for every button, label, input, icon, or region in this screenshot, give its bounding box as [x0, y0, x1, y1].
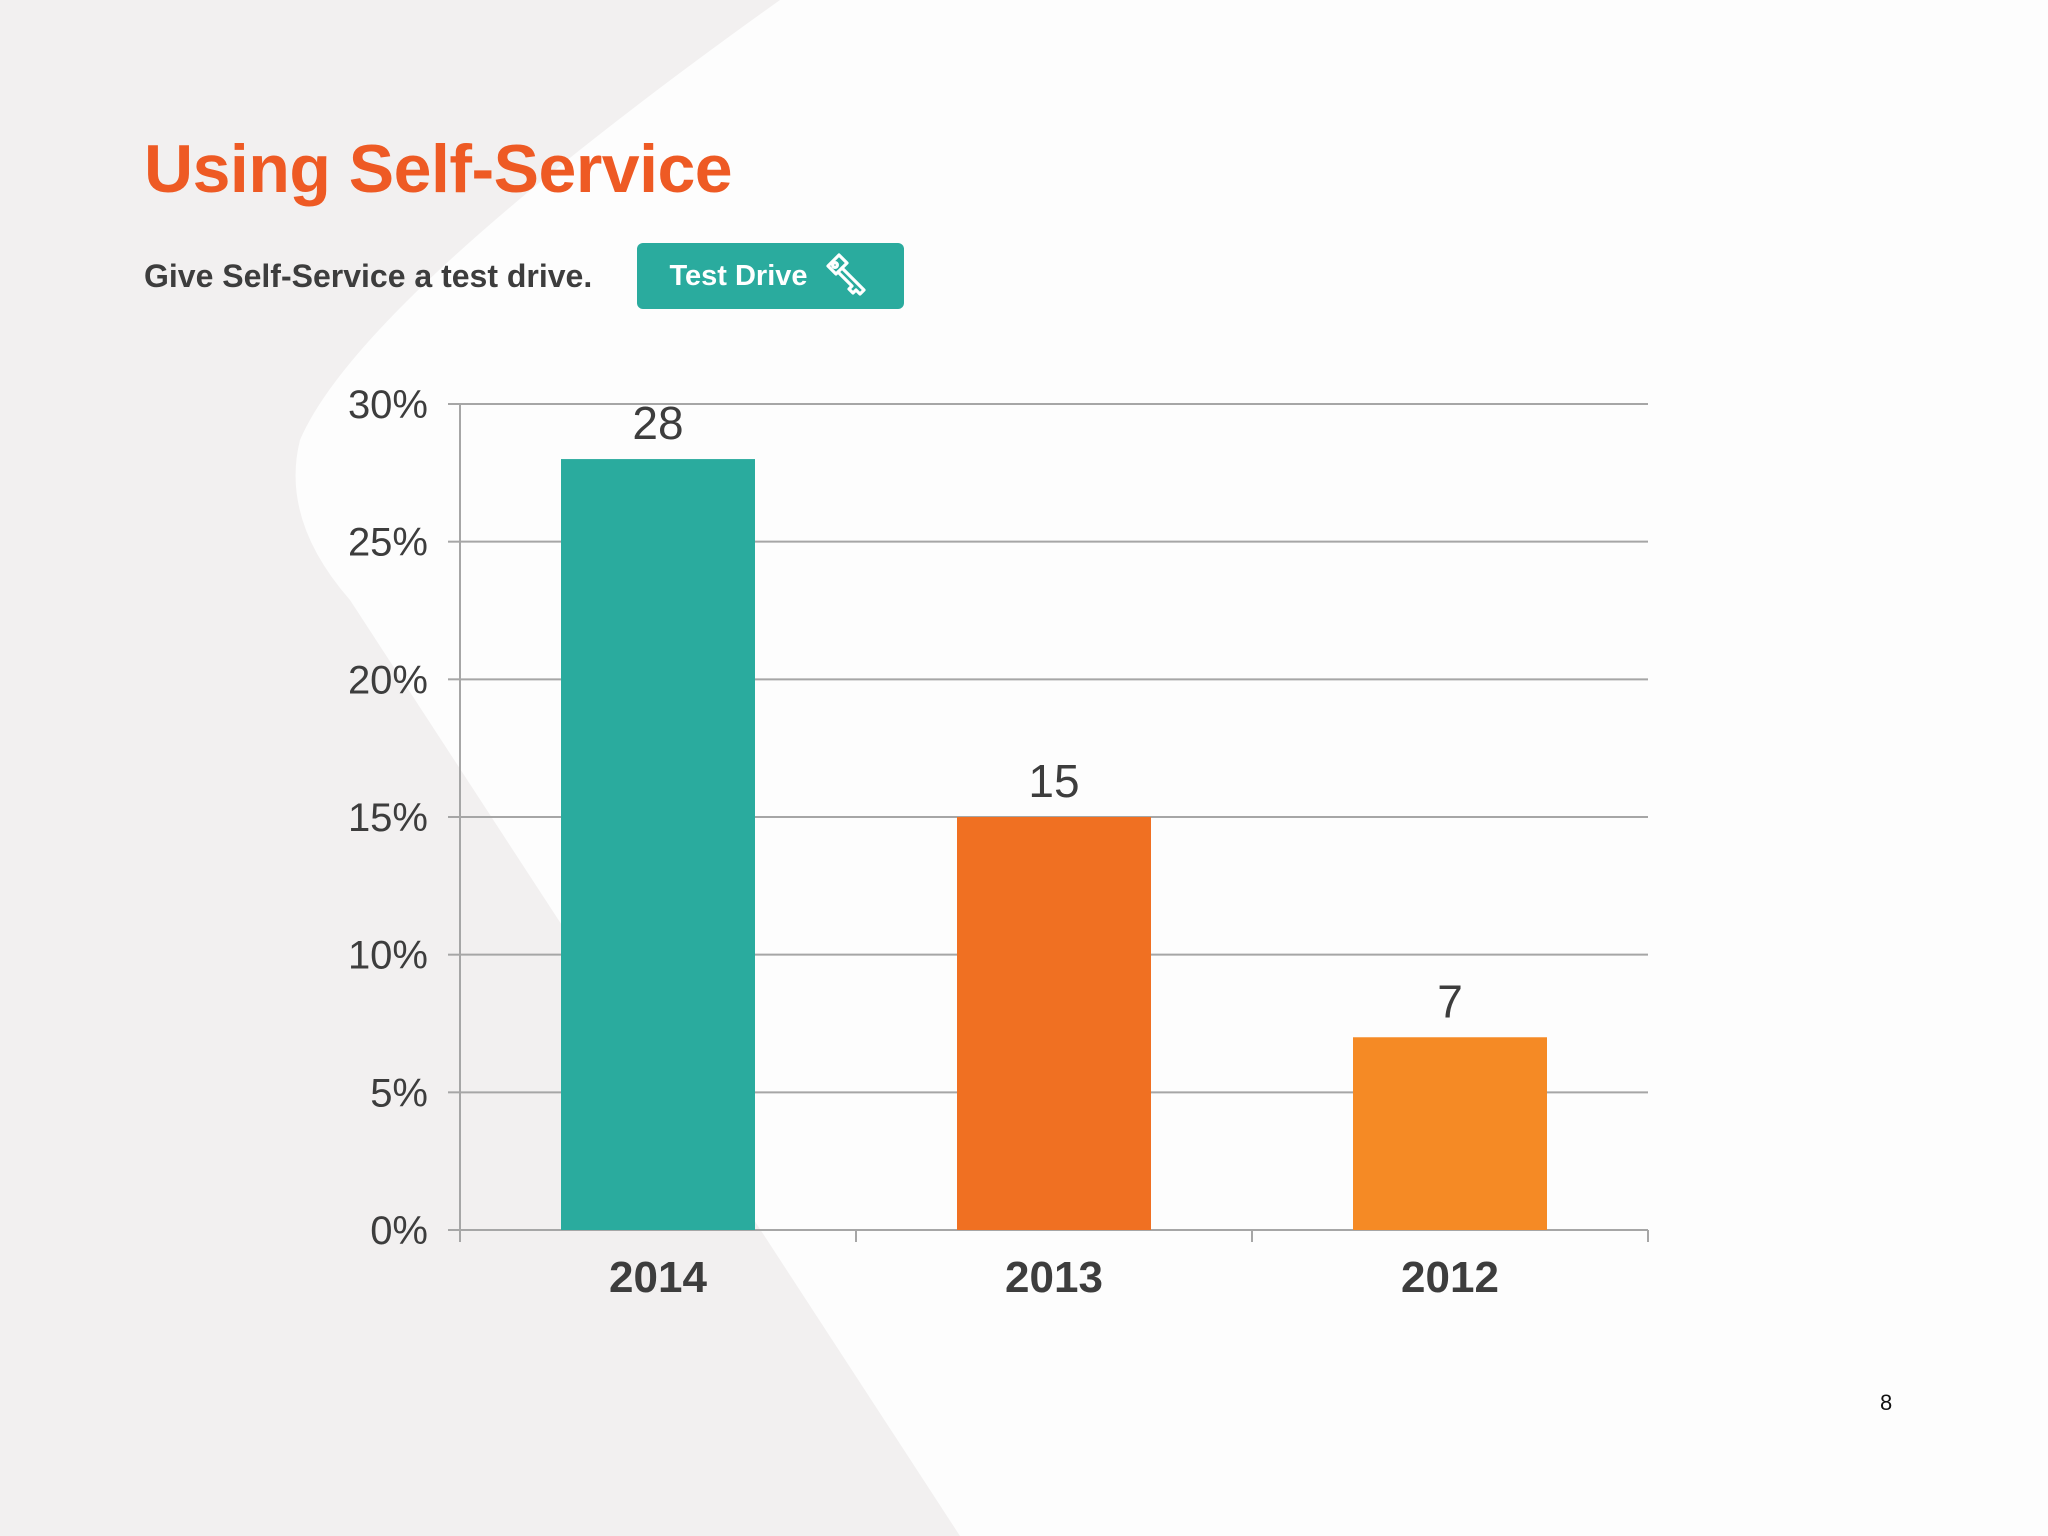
bar-2013	[957, 817, 1151, 1230]
y-tick-label: 30%	[348, 383, 428, 427]
x-tick-label: 2012	[1401, 1253, 1499, 1302]
y-tick-label: 10%	[348, 934, 428, 978]
bar-2014	[561, 459, 755, 1231]
test-drive-button[interactable]: Test Drive	[637, 243, 904, 309]
x-tick-label: 2013	[1005, 1253, 1103, 1302]
y-tick-label: 20%	[348, 658, 428, 702]
test-drive-button-label: Test Drive	[669, 259, 808, 292]
y-tick-label: 15%	[348, 796, 428, 840]
bar-value-label: 15	[1028, 755, 1079, 807]
x-tick-label: 2014	[609, 1253, 707, 1302]
y-tick-label: 0%	[370, 1209, 428, 1253]
y-tick-label: 5%	[370, 1071, 428, 1115]
bar-value-label: 7	[1437, 975, 1463, 1027]
bar-2012	[1353, 1037, 1547, 1230]
slide-subtitle: Give Self-Service a test drive.	[144, 258, 593, 294]
page-number: 8	[1880, 1390, 1893, 1415]
slide-title: Using Self-Service	[144, 131, 733, 207]
bar-value-label: 28	[632, 397, 683, 449]
y-tick-label: 25%	[348, 521, 428, 565]
key-icon	[825, 253, 866, 296]
